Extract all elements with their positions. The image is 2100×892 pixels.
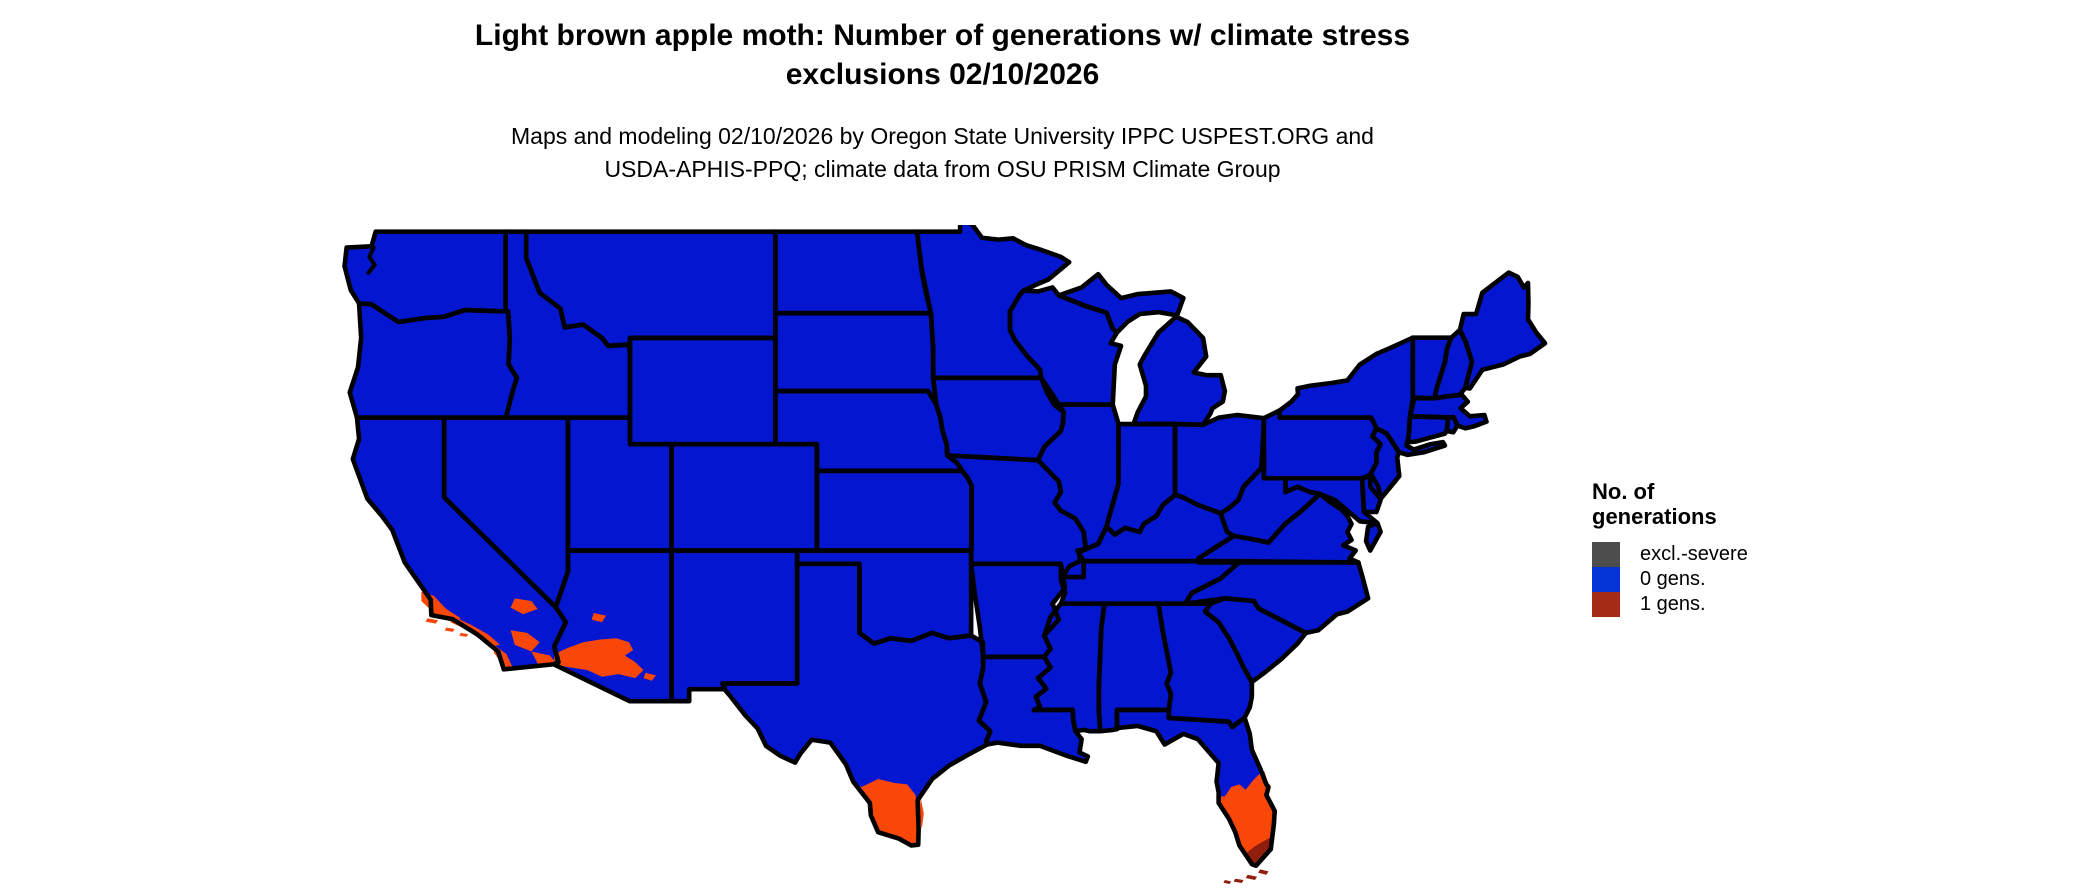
state-kansas (816, 470, 972, 551)
zone-inland-socal (510, 630, 540, 652)
state-indiana (1106, 424, 1176, 535)
state-minnesota (916, 225, 1070, 378)
zone-south-texas (853, 779, 919, 846)
legend-item-0-gens: 0 gens. (1592, 567, 1748, 592)
state-washington (344, 231, 506, 322)
state-oklahoma (797, 550, 972, 644)
state-vermont (1412, 337, 1452, 399)
state-pennsylvania (1263, 410, 1381, 479)
zone-florida-keys-2 (1245, 874, 1258, 881)
legend-title-line-1: No. of (1592, 479, 1655, 504)
state-oregon (349, 303, 517, 418)
state-maine (1459, 272, 1546, 389)
state-montana (526, 231, 776, 352)
state-new-york (1279, 337, 1445, 455)
page-subtitle: Maps and modeling 02/10/2026 by Oregon S… (330, 120, 1555, 186)
zone-arizona-spot-north (591, 612, 607, 623)
legend-label-0-gens: 0 gens. (1640, 568, 1706, 590)
one-generation-dark-zones (1223, 837, 1271, 885)
zone-southern-arizona (554, 638, 644, 679)
us-generations-map (330, 225, 1555, 885)
state-texas (724, 563, 991, 846)
zone-channel-island-1 (425, 618, 438, 624)
puget-sound-inlet (368, 248, 374, 273)
legend-item-excl-severe: excl.-severe (1592, 542, 1748, 567)
one-generation-zones (421, 591, 1275, 866)
state-wyoming (630, 337, 776, 445)
state-massachusetts (1410, 394, 1487, 429)
map-legend: No. of generations excl.-severe 0 gens. … (1592, 479, 1748, 617)
state-michigan-upper (1058, 274, 1184, 333)
zone-mojave-patch (510, 598, 538, 615)
legend-title: No. of generations (1592, 479, 1748, 529)
state-idaho (505, 231, 631, 418)
state-north-carolina (1185, 561, 1369, 633)
state-missouri (947, 455, 1086, 578)
state-iowa (933, 377, 1064, 461)
state-arkansas (971, 563, 1065, 657)
state-nebraska (775, 391, 963, 471)
zone-florida-keys-4 (1223, 880, 1232, 885)
state-new-mexico (671, 550, 798, 702)
state-utah (567, 417, 672, 551)
zone-florida-tip (1245, 837, 1271, 866)
state-illinois (1038, 404, 1119, 550)
zone-imperial-valley (531, 651, 557, 664)
page-title: Light brown apple moth: Number of genera… (330, 16, 1555, 94)
legend-item-1-gens: 1 gens. (1592, 592, 1748, 617)
title-line-1: Light brown apple moth: Number of genera… (474, 19, 1411, 52)
legend-title-line-2: generations (1592, 504, 1717, 529)
legend-swatch-excl-severe (1592, 542, 1620, 567)
state-north-dakota (775, 231, 931, 314)
state-south-carolina (1205, 598, 1306, 683)
state-mississippi (1033, 603, 1105, 732)
heading-block: Light brown apple moth: Number of genera… (330, 16, 1555, 186)
legend-items: excl.-severe 0 gens. 1 gens. (1592, 542, 1748, 617)
states-zero-generations (344, 225, 1546, 866)
state-nevada (444, 417, 568, 608)
state-virginia (1198, 493, 1359, 563)
zone-channel-island-3 (459, 632, 469, 637)
legend-swatch-0-gens (1592, 567, 1620, 592)
state-georgia (1158, 603, 1252, 727)
state-kentucky (1079, 494, 1234, 562)
zone-florida-keys-3 (1233, 878, 1244, 883)
subtitle-line-1: Maps and modeling 02/10/2026 by Oregon S… (511, 123, 1374, 149)
state-new-hampshire (1434, 329, 1472, 399)
state-tennessee (1060, 561, 1241, 604)
state-south-dakota (775, 313, 937, 405)
legend-label-1-gens: 1 gens. (1640, 593, 1706, 615)
state-colorado (671, 444, 817, 551)
legend-label-excl-severe: excl.-severe (1640, 543, 1748, 565)
state-connecticut (1407, 416, 1449, 443)
state-west-virginia (1220, 453, 1320, 543)
zone-south-florida (1218, 771, 1275, 866)
zone-channel-island-2 (444, 627, 455, 632)
title-line-2: exclusions 02/10/2026 (785, 58, 1100, 91)
zone-arizona-spot-southeast (643, 672, 656, 681)
state-arizona (553, 550, 672, 702)
zone-texas-barrier-island (919, 797, 924, 830)
subtitle-line-2: USDA-APHIS-PPQ; climate data from OSU PR… (604, 156, 1281, 182)
legend-swatch-1-gens (1592, 592, 1620, 617)
state-wisconsin (1009, 287, 1122, 405)
state-alabama (1098, 603, 1171, 732)
zone-florida-keys-1 (1258, 869, 1269, 875)
